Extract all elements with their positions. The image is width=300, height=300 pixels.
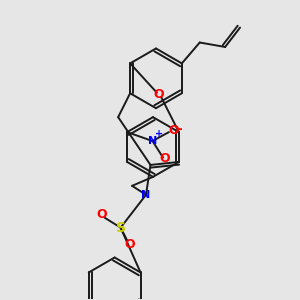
Text: O: O — [154, 88, 164, 101]
Text: O: O — [96, 208, 106, 221]
Text: -: - — [176, 122, 182, 136]
Text: O: O — [159, 152, 170, 166]
Text: O: O — [124, 238, 135, 250]
Text: S: S — [116, 220, 126, 235]
Text: N: N — [148, 136, 157, 146]
Text: N: N — [141, 190, 151, 200]
Text: +: + — [155, 130, 163, 140]
Text: O: O — [168, 124, 179, 137]
